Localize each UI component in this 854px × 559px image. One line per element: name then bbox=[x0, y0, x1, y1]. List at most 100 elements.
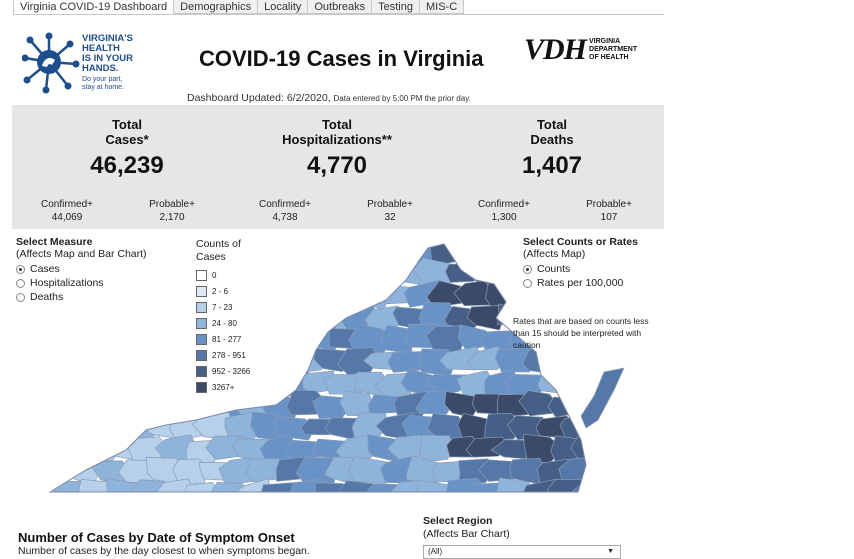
county-shape[interactable] bbox=[312, 303, 349, 331]
county-shape[interactable] bbox=[482, 240, 521, 263]
county-shape[interactable] bbox=[546, 478, 589, 500]
county-shape[interactable] bbox=[301, 282, 337, 307]
county-shape[interactable] bbox=[159, 351, 198, 376]
county-shape[interactable] bbox=[144, 325, 182, 351]
county-shape[interactable] bbox=[570, 347, 615, 372]
option-counts[interactable]: Counts bbox=[523, 263, 638, 275]
radio-icon[interactable] bbox=[523, 278, 532, 288]
county-shape[interactable] bbox=[172, 326, 208, 353]
county-shape[interactable] bbox=[547, 396, 584, 418]
county-shape[interactable] bbox=[495, 477, 533, 500]
county-shape[interactable] bbox=[454, 240, 498, 266]
county-shape[interactable] bbox=[559, 285, 601, 311]
county-shape[interactable] bbox=[106, 346, 141, 373]
county-shape[interactable] bbox=[219, 285, 261, 310]
county-shape[interactable] bbox=[561, 368, 598, 399]
tab-demographics[interactable]: Demographics bbox=[174, 0, 259, 14]
county-shape[interactable] bbox=[46, 240, 78, 266]
county-shape[interactable] bbox=[46, 370, 75, 397]
county-shape[interactable] bbox=[339, 390, 375, 417]
county-shape[interactable] bbox=[173, 280, 211, 308]
county-shape[interactable] bbox=[168, 369, 205, 397]
county-shape[interactable] bbox=[223, 240, 265, 264]
county-shape[interactable] bbox=[419, 434, 455, 463]
county-shape[interactable] bbox=[179, 259, 222, 288]
county-shape[interactable] bbox=[50, 261, 95, 288]
county-shape[interactable] bbox=[66, 415, 103, 441]
county-shape[interactable] bbox=[153, 392, 195, 420]
county-shape[interactable] bbox=[75, 302, 117, 331]
county-shape[interactable] bbox=[315, 260, 354, 284]
county-shape[interactable] bbox=[288, 261, 322, 287]
county-shape[interactable] bbox=[106, 302, 142, 327]
county-shape[interactable] bbox=[46, 414, 77, 442]
eastern-shore-county[interactable] bbox=[580, 367, 625, 429]
radio-selected-icon[interactable] bbox=[523, 264, 532, 274]
county-shape[interactable] bbox=[153, 305, 198, 331]
county-shape[interactable] bbox=[209, 482, 251, 500]
tab-outbreaks[interactable]: Outbreaks bbox=[308, 0, 373, 14]
county-shape[interactable] bbox=[91, 240, 132, 267]
county-shape[interactable] bbox=[131, 263, 168, 289]
county-shape[interactable] bbox=[587, 463, 626, 482]
county-shape[interactable] bbox=[146, 369, 187, 394]
virginia-county-map[interactable] bbox=[46, 240, 636, 500]
county-shape[interactable] bbox=[211, 346, 246, 376]
tab-locality[interactable]: Locality bbox=[258, 0, 309, 14]
county-shape[interactable] bbox=[46, 326, 79, 352]
county-shape[interactable] bbox=[314, 482, 349, 500]
region-dropdown[interactable]: (All) ▼ bbox=[423, 545, 621, 559]
county-shape[interactable] bbox=[546, 346, 589, 375]
county-shape[interactable] bbox=[271, 324, 312, 351]
county-shape[interactable] bbox=[90, 369, 130, 397]
county-shape[interactable] bbox=[231, 303, 272, 327]
county-shape[interactable] bbox=[173, 240, 207, 266]
county-shape[interactable] bbox=[143, 280, 184, 310]
county-shape[interactable] bbox=[78, 439, 120, 461]
option-rates[interactable]: Rates per 100,000 bbox=[523, 277, 638, 289]
county-shape[interactable] bbox=[269, 279, 316, 309]
county-shape[interactable] bbox=[186, 390, 219, 418]
county-shape[interactable] bbox=[95, 329, 129, 350]
county-shape[interactable] bbox=[62, 368, 102, 399]
tab-testing[interactable]: Testing bbox=[372, 0, 420, 14]
county-shape[interactable] bbox=[115, 328, 155, 350]
county-shape[interactable] bbox=[353, 281, 389, 311]
county-shape[interactable] bbox=[118, 369, 154, 396]
tab-mis-c[interactable]: MIS-C bbox=[419, 0, 465, 14]
county-shape[interactable] bbox=[323, 281, 363, 308]
county-shape[interactable] bbox=[78, 391, 121, 419]
county-shape[interactable] bbox=[183, 482, 221, 500]
county-shape[interactable] bbox=[132, 302, 170, 332]
county-shape[interactable] bbox=[46, 280, 80, 305]
county-shape[interactable] bbox=[263, 303, 300, 330]
county-shape[interactable] bbox=[195, 368, 237, 398]
radio-icon[interactable] bbox=[16, 292, 25, 302]
measure-option-hospitalizations[interactable]: Hospitalizations bbox=[16, 277, 147, 289]
county-shape[interactable] bbox=[299, 240, 338, 265]
county-shape[interactable] bbox=[247, 324, 286, 354]
county-shape[interactable] bbox=[192, 326, 232, 353]
radio-icon[interactable] bbox=[16, 278, 25, 288]
county-shape[interactable] bbox=[354, 240, 391, 266]
county-shape[interactable] bbox=[68, 240, 102, 266]
county-shape[interactable] bbox=[180, 348, 224, 376]
county-shape[interactable] bbox=[103, 394, 145, 418]
county-shape[interactable] bbox=[222, 368, 259, 396]
county-shape[interactable] bbox=[65, 326, 109, 350]
county-shape[interactable] bbox=[88, 282, 131, 306]
county-shape[interactable] bbox=[193, 240, 233, 265]
county-shape[interactable] bbox=[76, 262, 118, 283]
radio-selected-icon[interactable] bbox=[16, 264, 25, 274]
county-shape[interactable] bbox=[485, 280, 518, 307]
county-shape[interactable] bbox=[233, 259, 275, 288]
county-shape[interactable] bbox=[595, 439, 636, 463]
county-shape[interactable] bbox=[101, 261, 141, 286]
county-shape[interactable] bbox=[286, 303, 329, 331]
county-shape[interactable] bbox=[181, 303, 225, 331]
county-shape[interactable] bbox=[89, 412, 128, 439]
county-shape[interactable] bbox=[247, 282, 289, 305]
county-shape[interactable] bbox=[233, 349, 276, 373]
county-shape[interactable] bbox=[324, 240, 364, 260]
county-shape[interactable] bbox=[348, 455, 388, 484]
